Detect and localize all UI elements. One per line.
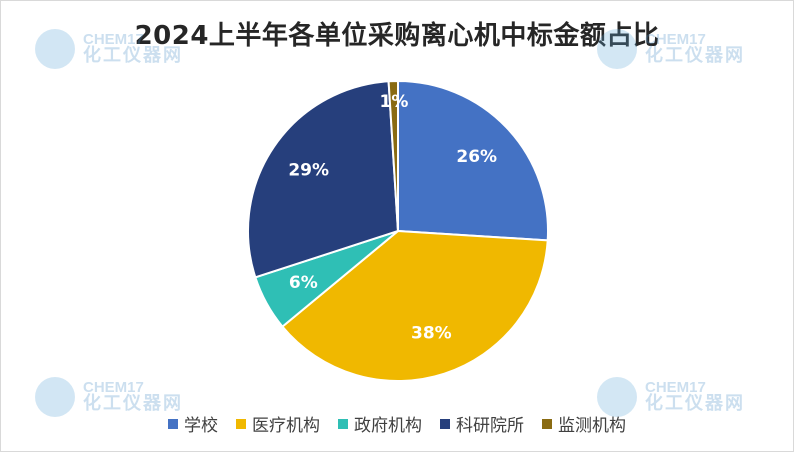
legend-item-1: 医疗机构	[236, 411, 320, 436]
legend-item-0: 学校	[168, 411, 218, 436]
legend-label: 医疗机构	[252, 416, 320, 436]
legend-item-3: 科研院所	[440, 411, 524, 436]
pie-data-label-1: 38%	[411, 324, 452, 344]
pie-data-label-2: 6%	[289, 273, 318, 293]
legend-swatch	[168, 418, 178, 429]
pie-slice-0	[397, 79, 549, 242]
legend-item-2: 政府机构	[338, 411, 422, 436]
chart-title: 2024上半年各单位采购离心机中标金额占比	[134, 21, 660, 51]
legend-label: 监测机构	[558, 416, 626, 436]
pie-slice-3	[247, 80, 400, 279]
legend-swatch	[236, 418, 246, 429]
chart-legend: 学校 医疗机构 政府机构 科研院所 监测机构	[1, 411, 793, 436]
legend-swatch	[338, 418, 348, 429]
legend-swatch	[440, 418, 450, 429]
legend-label: 科研院所	[456, 416, 524, 436]
pie-data-label-0: 26%	[456, 147, 497, 167]
pie-data-label-3: 29%	[288, 160, 329, 180]
pie-data-label-4: 1%	[380, 92, 409, 112]
pie-slice-1	[281, 229, 549, 382]
pie-slice-4	[387, 79, 399, 232]
legend-swatch	[542, 418, 552, 429]
legend-item-4: 监测机构	[542, 411, 626, 436]
legend-label: 学校	[184, 416, 218, 436]
legend-label: 政府机构	[354, 416, 422, 436]
